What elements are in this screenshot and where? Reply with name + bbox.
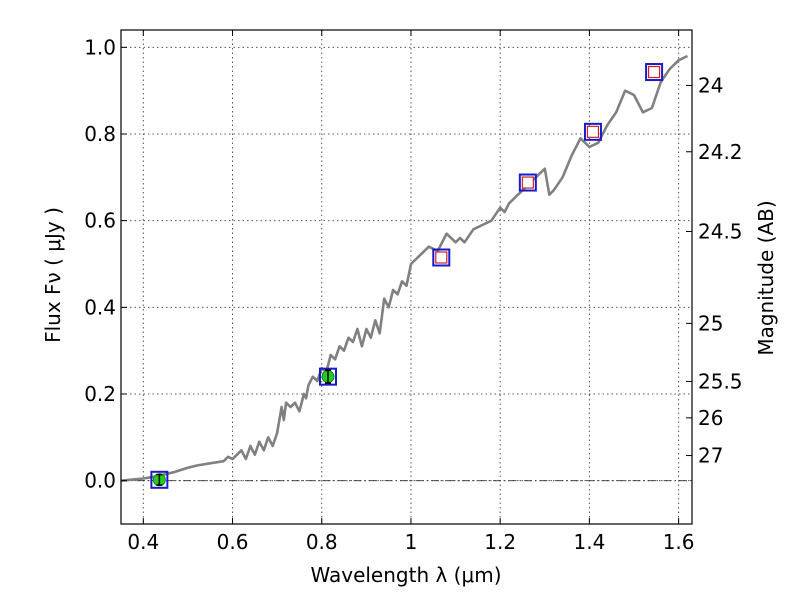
point-box bbox=[432, 248, 451, 267]
y-tick-label: 0.6 bbox=[84, 209, 116, 233]
y-tick-label: 0.0 bbox=[84, 469, 116, 493]
model-point bbox=[432, 248, 451, 267]
point-marker bbox=[435, 251, 448, 264]
tick-marks bbox=[121, 30, 692, 524]
magnitude-tick-label: 25 bbox=[698, 311, 723, 335]
photometry-points bbox=[150, 63, 664, 489]
y-tick-label: 0.4 bbox=[84, 295, 116, 319]
magnitude-tick-label: 26 bbox=[698, 406, 723, 430]
point-marker bbox=[521, 176, 534, 189]
point-box bbox=[318, 367, 337, 386]
point-marker bbox=[647, 65, 661, 79]
point-box bbox=[583, 122, 602, 141]
x-tick-label: 1.6 bbox=[663, 530, 695, 554]
point-marker bbox=[586, 125, 600, 138]
magnitude-tick-label: 24.2 bbox=[698, 140, 743, 164]
point-box bbox=[150, 470, 169, 489]
x-tick-label: 1.4 bbox=[573, 530, 605, 554]
spectrum-line bbox=[120, 54, 689, 482]
y-tick-label: 0.8 bbox=[84, 122, 116, 146]
point-box bbox=[645, 63, 664, 82]
magnitude-tick-label: 24 bbox=[698, 73, 723, 97]
y-axis-label: Flux Fν ( μJy ) bbox=[41, 207, 65, 343]
model-point bbox=[583, 122, 602, 141]
x-tick-label: 0.8 bbox=[306, 530, 338, 554]
point-box bbox=[518, 173, 537, 192]
y-tick-label: 1.0 bbox=[84, 35, 116, 59]
x-tick-label: 0.6 bbox=[217, 530, 249, 554]
magnitude-tick-label: 27 bbox=[698, 444, 723, 468]
x-tick-label: 1.2 bbox=[484, 530, 516, 554]
plot-frame bbox=[120, 29, 693, 525]
x-tick-label: 1 bbox=[405, 530, 418, 554]
x-axis-label: Wavelength λ (μm) bbox=[310, 563, 501, 587]
model-point bbox=[645, 63, 664, 82]
magnitude-tick-label: 24.5 bbox=[698, 220, 743, 244]
tick-labels: 0.4 0.6 0.8 1 1.2 1.4 1.6 0.0 0.2 0.4 0.6 0.8 1.0 24 2… bbox=[84, 35, 742, 554]
x-tick-label: 0.4 bbox=[127, 530, 159, 554]
y-tick-label: 0.2 bbox=[84, 382, 116, 406]
model-point bbox=[518, 173, 537, 192]
observed-point bbox=[150, 470, 169, 489]
magnitude-tick-label: 25.5 bbox=[698, 369, 743, 393]
right-axis-label: Magnitude (AB) bbox=[754, 200, 778, 355]
observed-point bbox=[318, 367, 337, 386]
